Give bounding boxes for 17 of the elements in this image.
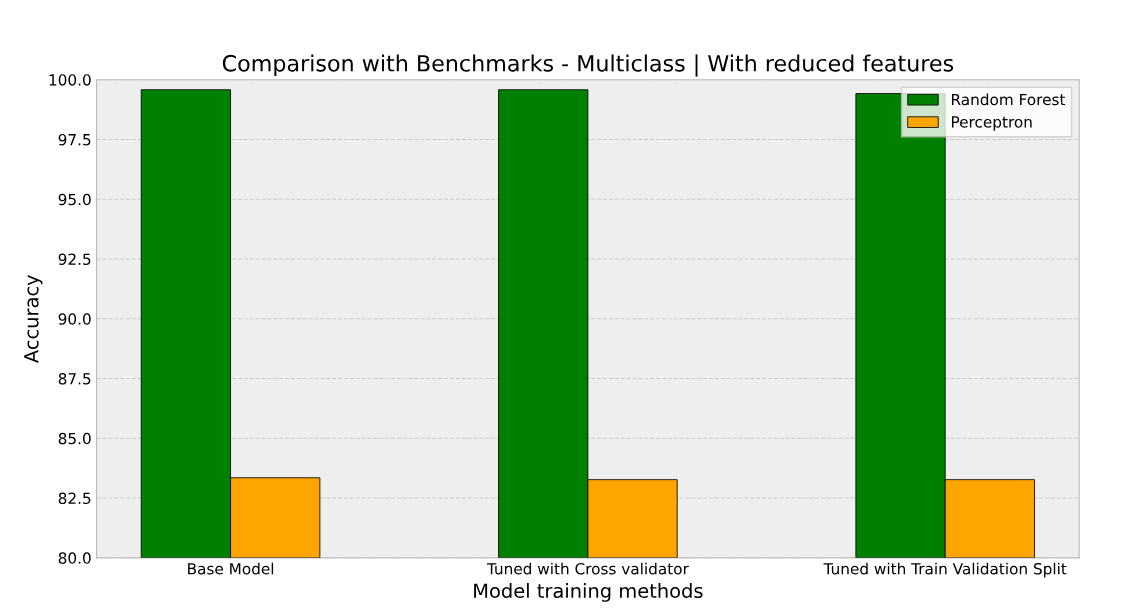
y-tick-label: 80.0 (58, 552, 91, 564)
legend-label: Random Forest (951, 93, 1066, 106)
y-tick-label: 100.0 (49, 74, 91, 86)
y-tick-label: 87.5 (58, 372, 91, 385)
x-axis-title: Model training methods (474, 583, 703, 602)
y-tick-label: 95.0 (58, 193, 91, 206)
y-tick-label: 85.0 (58, 432, 91, 445)
x-tick-label: Tuned with Train Validation Split (823, 562, 1067, 578)
x-tick-label: Tuned with Cross validator (486, 562, 689, 575)
y-axis-title: Accuracy (24, 274, 43, 363)
legend-label: Perceptron (951, 116, 1032, 131)
y-tick-label: 92.5 (58, 253, 91, 266)
y-tick-label: 97.5 (58, 133, 91, 146)
y-tick-label: 90.0 (58, 313, 91, 325)
y-tick-label: 82.5 (58, 492, 91, 505)
x-tick-label: Base Model (188, 562, 274, 575)
chart-title: Comparison with Benchmarks - Multiclass | With reduced features (222, 54, 954, 77)
